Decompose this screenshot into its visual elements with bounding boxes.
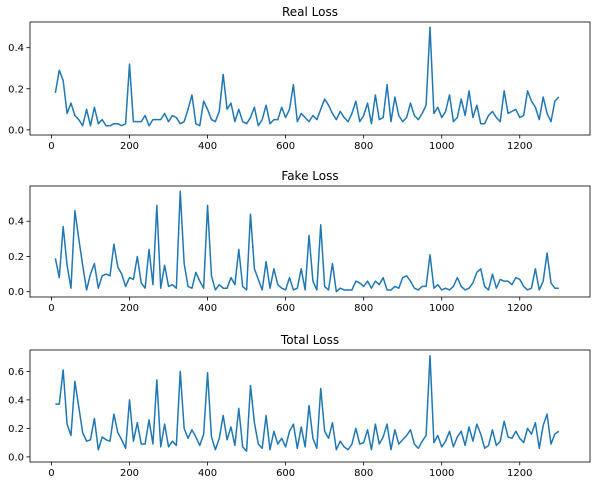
axes-frame [29,349,591,463]
x-tick-label: 600 [276,468,295,479]
x-tick-label: 800 [354,141,373,152]
x-tick-label: 1200 [507,468,532,479]
loss-line [54,26,560,127]
y-tick-label: 0.4 [8,217,24,228]
x-tick-label: 600 [276,303,295,314]
x-tick-label: 400 [198,468,217,479]
y-tick-label: 0.4 [8,395,24,406]
y-tick-label: 0.2 [8,252,24,263]
x-tick-label: 800 [354,303,373,314]
x-tick-label: 400 [198,303,217,314]
x-tick-label: 0 [48,141,54,152]
axes-frame [29,185,591,298]
x-tick-label: 200 [120,303,139,314]
y-tick-label: 0.6 [8,367,24,378]
y-tick-label: 0.0 [8,452,24,463]
y-tick-label: 0.2 [8,84,24,95]
x-tick-label: 0 [48,303,54,314]
x-tick-label: 1000 [429,468,454,479]
x-tick-label: 200 [120,141,139,152]
x-tick-label: 1000 [429,141,454,152]
x-tick-label: 1200 [507,303,532,314]
subplot-title: Total Loss [280,333,339,347]
axes-frame [29,21,591,136]
y-tick-label: 0.2 [8,424,24,435]
x-tick-label: 0 [48,468,54,479]
y-tick-label: 0.0 [8,287,24,298]
y-tick-label: 0.4 [8,43,24,54]
y-tick-label: 0.0 [8,125,24,136]
loss-line [55,354,560,452]
x-tick-label: 200 [120,468,139,479]
x-tick-label: 1000 [429,303,454,314]
x-tick-label: 400 [198,141,217,152]
loss-line [54,190,559,293]
subplot-title: Fake Loss [281,169,338,183]
subplot-title: Real Loss [282,5,338,19]
x-tick-label: 600 [276,141,295,152]
x-tick-label: 800 [354,468,373,479]
x-tick-label: 1200 [507,141,532,152]
